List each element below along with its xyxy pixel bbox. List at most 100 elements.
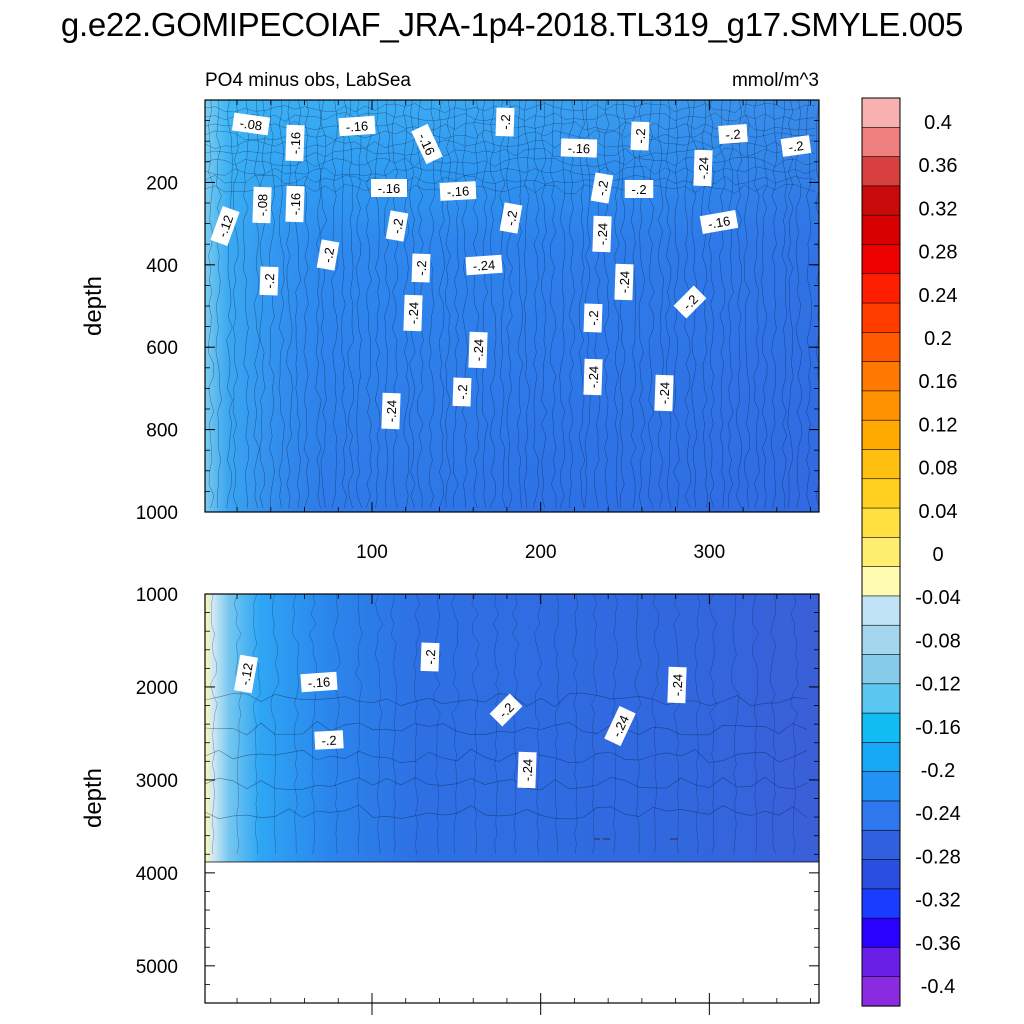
contour-label-box [673, 285, 707, 319]
contour-label: -.24 [465, 254, 503, 276]
contour-line [771, 100, 778, 509]
contour-label-text: -.24 [696, 157, 712, 180]
y-tick-label: 200 [146, 173, 178, 194]
contour-line [205, 184, 816, 195]
contour-label: -.16 [285, 185, 305, 223]
colorbar: 0.4 0.36 0.32 0.28 0.24 0.2 0.16 0.12 0.08 0.04 0 -… [861, 97, 961, 1007]
contour-line [492, 594, 500, 855]
contour-label: -.2 [583, 303, 603, 333]
contour-line [208, 100, 215, 509]
contour-line [347, 100, 354, 509]
contour-label-text: -.12 [237, 662, 256, 687]
contour-label: -.2 [314, 730, 344, 750]
contour-label-box [465, 254, 503, 276]
colorbar-label: 0.04 [919, 501, 958, 523]
contour-label-box [252, 186, 272, 224]
colorbar-swatch [861, 537, 901, 568]
contour-line [472, 100, 480, 509]
contour-line [233, 594, 242, 855]
x-tick-label: 300 [694, 542, 726, 563]
contour-label-text: -.24 [670, 674, 686, 697]
contour-line [787, 100, 794, 509]
contour-label-text: -.24 [520, 759, 536, 782]
contour-line [253, 100, 260, 509]
contour-label: -.08 [231, 112, 271, 136]
contour-label: -.2 [590, 172, 614, 204]
contour-label: -.08 [252, 186, 272, 224]
lower-ticks: 1000 2000 3000 4000 5000 [136, 585, 819, 1015]
contour-line [417, 100, 424, 509]
contour-label-text: -.2 [503, 209, 520, 227]
contour-label: -.24 [468, 331, 488, 369]
contour-line [572, 594, 579, 855]
contour-label: -.2 [673, 285, 707, 319]
contour-line [591, 594, 598, 855]
contour-label-text: -.16 [345, 118, 368, 135]
contour-line [499, 100, 506, 509]
contour-label-text: -.16 [288, 132, 304, 155]
contour-line [286, 100, 293, 509]
contour-line [355, 594, 363, 855]
contour-line [781, 100, 788, 509]
contour-line [355, 100, 363, 509]
contour-line [331, 100, 338, 509]
contour-line [320, 100, 328, 509]
colorbar-swatch [861, 156, 901, 187]
contour-label-box [560, 138, 598, 158]
colorbar-swatch [861, 976, 901, 1007]
contour-label: -.2 [259, 266, 279, 296]
contour-label-text: -.2 [631, 182, 646, 197]
contour-label: -.2 [489, 693, 523, 727]
upper-subtitle: PO4 minus obs, LabSea [205, 70, 411, 91]
contour-line [665, 100, 672, 509]
contour-label-box [259, 266, 279, 296]
colorbar-swatch [861, 829, 901, 861]
contour-label-box [300, 671, 338, 693]
contour-line [390, 594, 397, 855]
colorbar-label: 0.24 [919, 285, 958, 307]
colorbar-label: -0.24 [915, 803, 961, 825]
colorbar-swatch [861, 390, 901, 421]
contour-line [568, 100, 575, 509]
contour-label: -.16 [439, 181, 477, 201]
contour-label: -.16 [411, 123, 443, 165]
contour-line [452, 100, 460, 509]
colorbar-swatch [861, 595, 901, 626]
colorbar-label: 0.2 [924, 328, 952, 350]
contour-label-text: -.16 [307, 674, 330, 691]
contour-label-box [718, 124, 748, 144]
contour-line [553, 594, 560, 855]
lower-field [205, 594, 819, 862]
contour-label: -.24 [604, 705, 636, 747]
contour-label-box [452, 377, 472, 407]
colorbar-swatch [861, 917, 901, 949]
contour-line [461, 100, 469, 509]
contour-line [341, 100, 348, 509]
contour-line [205, 166, 816, 177]
contour-label: -.2 [411, 253, 431, 283]
contour-line [651, 594, 660, 855]
lower-contour-lines [205, 594, 808, 855]
contour-line [242, 100, 250, 509]
contour-line [647, 100, 655, 509]
contour-label-text: -.2 [423, 649, 439, 665]
contour-label-box [468, 331, 488, 369]
colorbar-swatch [861, 507, 901, 538]
colorbar-label: 0.08 [919, 458, 958, 480]
contour-label-text: -.24 [657, 382, 673, 405]
colorbar-swatch [861, 800, 901, 831]
contour-label: -.2 [499, 202, 523, 234]
y-tick-label: 4000 [136, 864, 178, 885]
contour-label-text: -.24 [384, 400, 400, 423]
contour-line [303, 100, 310, 509]
contour-line [815, 100, 819, 508]
contour-line [383, 100, 391, 509]
colorbar-swatch [861, 654, 901, 685]
contour-label-box [495, 107, 515, 137]
upper-field-shading [205, 100, 819, 512]
contour-label: -.24 [381, 392, 401, 430]
contour-label-box [420, 642, 440, 672]
colorbar-swatch [861, 97, 901, 128]
contour-line [506, 100, 513, 509]
contour-line [413, 594, 421, 855]
